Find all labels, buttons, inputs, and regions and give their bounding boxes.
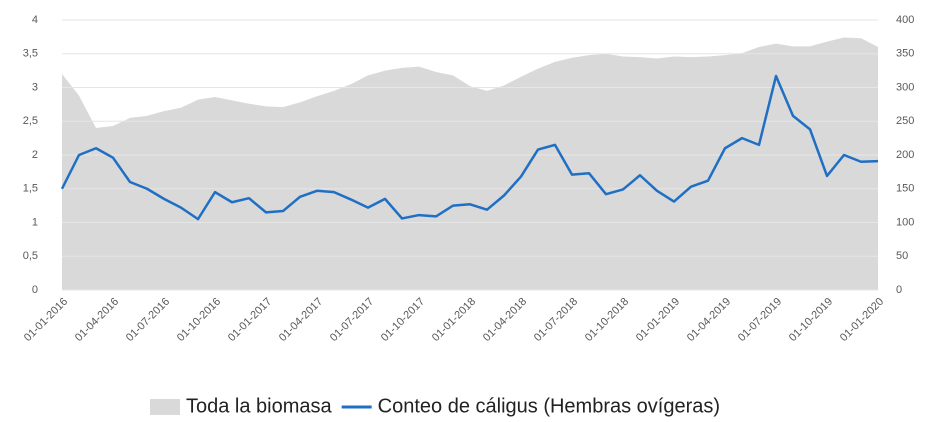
x-tick-label: 01-07-2016 (124, 296, 172, 344)
x-tick-label: 01-01-2019 (634, 296, 682, 344)
x-tick-label: 01-10-2016 (175, 296, 223, 344)
y2-tick-label: 250 (896, 115, 914, 127)
y-tick-label: 4 (32, 14, 38, 26)
y2-tick-label: 150 (896, 183, 914, 195)
y2-tick-label: 0 (896, 284, 902, 296)
legend: Toda la biomasa Conteo de cáligus (Hembra… (150, 395, 720, 417)
y2-tick-label: 300 (896, 81, 914, 93)
x-tick-label: 01-01-2020 (838, 296, 886, 344)
x-tick-label: 01-07-2018 (532, 296, 580, 344)
y-tick-label: 3,5 (23, 48, 38, 60)
plot-area: 0 0,5 1 1,5 2 2,5 3 3,5 4 0 50 100 150 200 250 300 350 40… (22, 14, 914, 344)
x-tick-label: 01-01-2018 (430, 296, 478, 344)
legend-swatch (150, 399, 180, 415)
x-tick-label: 01-04-2017 (277, 296, 325, 344)
x-tick-label: 01-10-2018 (583, 296, 631, 344)
y-tick-label: 0 (32, 284, 38, 296)
legend-label: Conteo de cáligus (Hembras ovígeras) (378, 395, 720, 417)
y-tick-label: 1,5 (23, 183, 38, 195)
x-tick-label: 01-04-2016 (73, 296, 121, 344)
y-tick-label: 2 (32, 149, 38, 161)
y-tick-label: 0,5 (23, 250, 38, 262)
x-tick-label: 01-10-2017 (379, 296, 427, 344)
y2-tick-label: 350 (896, 48, 914, 60)
y-tick-label: 3 (32, 81, 38, 93)
y2-tick-label: 50 (896, 250, 908, 262)
y2-tick-label: 200 (896, 149, 914, 161)
x-tick-label: 01-07-2017 (328, 296, 376, 344)
y2-tick-label: 400 (896, 14, 914, 26)
x-tick-label: 01-01-2016 (22, 296, 70, 344)
y-tick-label: 2,5 (23, 115, 38, 127)
x-tick-label: 01-07-2019 (736, 296, 784, 344)
x-tick-label: 01-10-2019 (787, 296, 835, 344)
x-tick-label: 01-04-2018 (481, 296, 529, 344)
y2-tick-label: 100 (896, 216, 914, 228)
x-tick-label: 01-04-2019 (685, 296, 733, 344)
y-tick-label: 1 (32, 216, 38, 228)
x-tick-label: 01-01-2017 (226, 296, 274, 344)
legend-label: Toda la biomasa (186, 395, 333, 417)
area (62, 37, 878, 290)
line (60, 74, 879, 221)
